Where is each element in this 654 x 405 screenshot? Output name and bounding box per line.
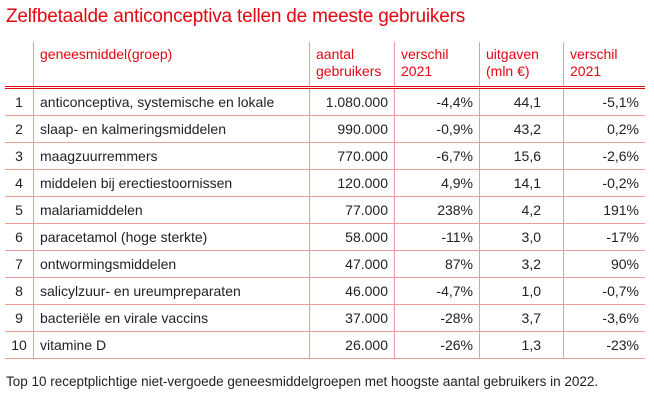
rank-cell: 6 (5, 223, 34, 251)
table-title: Zelfbetaalde anticonceptiva tellen de me… (6, 6, 466, 27)
column-header: verschil 2021 (563, 42, 645, 89)
value-cell: 0,2% (563, 115, 645, 143)
value-cell: 58.000 (309, 223, 395, 251)
value-cell: -11% (394, 223, 480, 251)
caption: Top 10 receptplichtige niet-vergoede gen… (6, 374, 599, 389)
value-cell: 1,0 (479, 277, 564, 305)
value-cell: 87% (394, 250, 480, 278)
drug-group-cell: anticonceptiva, systemische en lokale (33, 87, 310, 116)
table-row: 3 maagzuurremmers 770.000 -6,7% 15,6 -2,6% (5, 142, 645, 170)
value-cell: 77.000 (309, 196, 395, 224)
drug-group-cell: paracetamol (hoge sterkte) (33, 223, 310, 251)
table-row: 7 ontwormingsmiddelen 47.000 87% 3,2 90% (5, 250, 645, 278)
table-row: 8 salicylzuur- en ureumpreparaten 46.000 -4… (5, 277, 645, 305)
column-header (5, 42, 34, 89)
rank-cell: 2 (5, 115, 34, 143)
header-row: geneesmiddel(groep) aantal gebruikers vers… (5, 42, 645, 89)
value-cell: 44,1 (479, 87, 564, 116)
drug-group-cell: maagzuurremmers (33, 142, 310, 170)
value-cell: 47.000 (309, 250, 395, 278)
value-cell: -0,2% (563, 169, 645, 197)
rank-cell: 9 (5, 304, 34, 332)
table-row: 4 middelen bij erectiestoornissen 120.000 4… (5, 169, 645, 197)
table-row: 5 malariamiddelen 77.000 238% 4,2 191% (5, 196, 645, 224)
value-cell: -4,7% (394, 277, 480, 305)
value-cell: 770.000 (309, 142, 395, 170)
rank-cell: 4 (5, 169, 34, 197)
value-cell: 238% (394, 196, 480, 224)
drug-group-cell: slaap- en kalmeringsmiddelen (33, 115, 310, 143)
value-cell: -23% (563, 331, 645, 359)
table-row: 10 vitamine D 26.000 -26% 1,3 -23% (5, 331, 645, 359)
value-cell: 26.000 (309, 331, 395, 359)
value-cell: -17% (563, 223, 645, 251)
column-header: verschil 2021 (394, 42, 480, 89)
value-cell: 37.000 (309, 304, 395, 332)
value-cell: -0,9% (394, 115, 480, 143)
value-cell: 3,0 (479, 223, 564, 251)
column-header: uitgaven (mln €) (479, 42, 564, 89)
value-cell: -28% (394, 304, 480, 332)
value-cell: 4,2 (479, 196, 564, 224)
value-cell: 120.000 (309, 169, 395, 197)
value-cell: 4,9% (394, 169, 480, 197)
value-cell: 43,2 (479, 115, 564, 143)
value-cell: 1,3 (479, 331, 564, 359)
value-cell: -5,1% (563, 87, 645, 116)
rank-cell: 5 (5, 196, 34, 224)
value-cell: -26% (394, 331, 480, 359)
value-cell: -2,6% (563, 142, 645, 170)
value-cell: 14,1 (479, 169, 564, 197)
drug-group-cell: ontwormingsmiddelen (33, 250, 310, 278)
column-header: aantal gebruikers (309, 42, 395, 89)
value-cell: 1.080.000 (309, 87, 395, 116)
table-row: 9 bacteriële en virale vaccins 37.000 -28% 3… (5, 304, 645, 332)
value-cell: 191% (563, 196, 645, 224)
value-cell: 46.000 (309, 277, 395, 305)
rank-cell: 8 (5, 277, 34, 305)
value-cell: 15,6 (479, 142, 564, 170)
value-cell: -0,7% (563, 277, 645, 305)
table-row: 2 slaap- en kalmeringsmiddelen 990.000 -0,9… (5, 115, 645, 143)
rank-cell: 7 (5, 250, 34, 278)
data-table: geneesmiddel(groep) aantal gebruikers vers… (5, 42, 645, 359)
value-cell: -4,4% (394, 87, 480, 116)
value-cell: 90% (563, 250, 645, 278)
drug-group-cell: malariamiddelen (33, 196, 310, 224)
column-header: geneesmiddel(groep) (33, 42, 310, 89)
drug-group-cell: salicylzuur- en ureumpreparaten (33, 277, 310, 305)
rank-cell: 1 (5, 87, 34, 116)
value-cell: 3,2 (479, 250, 564, 278)
table-row: 1 anticonceptiva, systemische en lokale 1.… (5, 87, 645, 116)
value-cell: 3,7 (479, 304, 564, 332)
drug-group-cell: bacteriële en virale vaccins (33, 304, 310, 332)
drug-group-cell: vitamine D (33, 331, 310, 359)
value-cell: -3,6% (563, 304, 645, 332)
value-cell: 990.000 (309, 115, 395, 143)
table-row: 6 paracetamol (hoge sterkte) 58.000 -11% 3,0… (5, 223, 645, 251)
rank-cell: 10 (5, 331, 34, 359)
rank-cell: 3 (5, 142, 34, 170)
drug-group-cell: middelen bij erectiestoornissen (33, 169, 310, 197)
value-cell: -6,7% (394, 142, 480, 170)
